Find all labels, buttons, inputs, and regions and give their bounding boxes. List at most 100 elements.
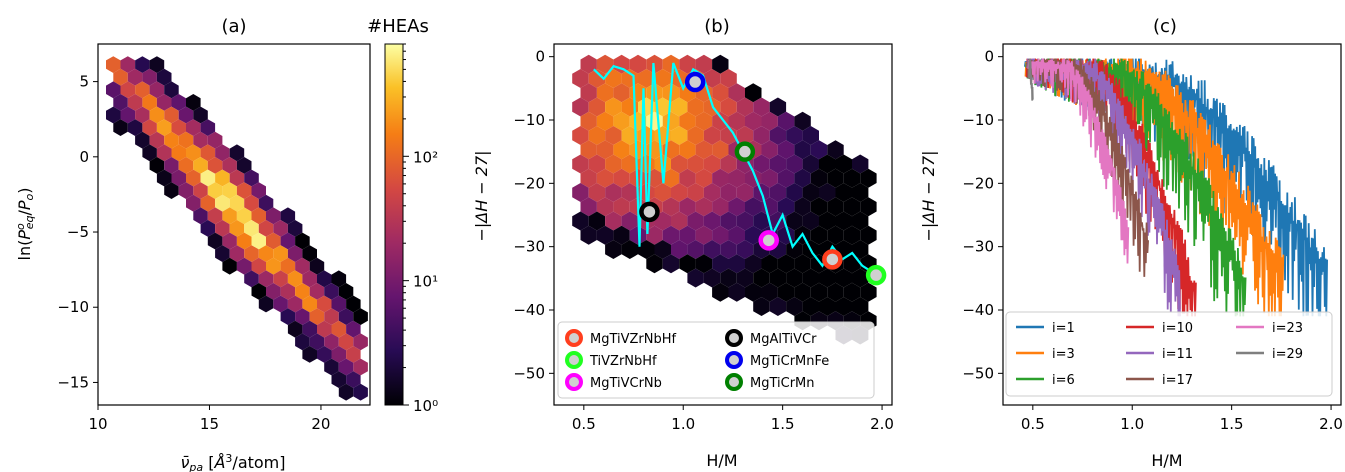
panel-c-frame (1002, 43, 1342, 406)
hexbin-cell (229, 245, 245, 262)
legend-marker (725, 373, 743, 391)
hexbin-cell (309, 283, 325, 300)
hexbin-cell (819, 154, 836, 174)
hexbin-cell (810, 225, 828, 245)
hexbin-cell (753, 297, 770, 316)
hexbin-cell (745, 111, 762, 131)
hexbin-cell (135, 81, 150, 99)
hexbin-cell (280, 207, 296, 225)
hexbin-cell (745, 197, 762, 217)
hexbin-cell (720, 69, 737, 88)
hexbin-cell (273, 220, 288, 237)
colorbar-title: #HEAs (367, 16, 429, 37)
hexbin-cell (200, 220, 216, 237)
hexbin-cell (802, 126, 819, 145)
hexbin-cell (251, 182, 266, 199)
hexbin-cell (171, 94, 186, 111)
hexbin-cell (638, 240, 655, 259)
hexbin-cell (827, 140, 844, 160)
legend-label: i=3 (1052, 347, 1075, 362)
hexbin-cell (186, 194, 201, 212)
series-line (1027, 58, 1130, 264)
legend-label: TiVZrNbHf (589, 354, 657, 369)
hexbin-cell (860, 168, 877, 188)
panel-c-ticks: 0.5 1.0 1.5 2.0 0 −10 −20 −30 −40 −50 (962, 48, 1343, 433)
hexbin-cell (149, 106, 165, 124)
hexbin-cell (736, 97, 754, 117)
legend-box (557, 321, 875, 399)
hexbin-cell (852, 240, 869, 259)
hexbin-cell (843, 197, 861, 217)
hexbin-cell (786, 268, 803, 288)
legend-marker (725, 329, 743, 347)
x-tick-label: 10 (88, 415, 107, 433)
legend-label: i=1 (1052, 321, 1075, 336)
hexbin-cell (580, 54, 597, 74)
hexbin-cell (794, 168, 811, 188)
hexbin-cell (860, 225, 877, 245)
hexbin-cell (712, 54, 729, 74)
hexbin-cell (819, 183, 836, 202)
hexbin-cell (120, 81, 136, 99)
hexbin-cell (810, 140, 828, 160)
hexbin-cell (703, 183, 721, 202)
y-tick-label: −15 (57, 373, 89, 391)
hexbin-cell (621, 240, 638, 259)
hexbin-cell (215, 144, 230, 162)
hexbin-cell (287, 220, 303, 237)
hexbin-cell (331, 295, 347, 313)
marker-ring (734, 141, 756, 162)
hexbin-cell (827, 282, 844, 302)
hexbin-cell (777, 197, 795, 217)
hexbin-cell (596, 54, 614, 74)
hexbin-cell (671, 240, 688, 259)
hexbin-cell (295, 308, 310, 325)
hexbin-cell (331, 371, 347, 388)
hexbin-cell (236, 232, 252, 250)
hexbin-cell (295, 333, 310, 351)
hexbin-cell (273, 245, 288, 262)
legend-label: MgAlTiVCr (750, 332, 817, 347)
hexbin-cell (671, 183, 688, 202)
hexbin-cell (843, 168, 861, 188)
hexbin-cell (273, 270, 288, 288)
hexbin-cell (193, 106, 208, 124)
x-tick-label: 15 (200, 415, 219, 433)
hexbin-cell (679, 168, 696, 188)
hexbin-cell (736, 126, 754, 145)
hexbin-cell (244, 270, 259, 288)
hexbin-cell (646, 83, 663, 103)
hexbin-cell (605, 69, 622, 88)
hexbin-cell (794, 254, 811, 274)
hexbin-cell (761, 197, 778, 217)
x-tick-label: 1.0 (671, 415, 695, 433)
hexbin-cell (178, 157, 194, 174)
hexbin-cell (309, 257, 325, 275)
hexbin-cell (353, 333, 368, 351)
hexbin-cell (687, 268, 704, 288)
hexbin-cell (662, 168, 680, 188)
hexbin-cell (317, 346, 332, 363)
y-tick-label: −10 (962, 111, 994, 129)
panel-b-frame (553, 43, 893, 406)
hexbin-cell (695, 254, 713, 274)
y-tick-label: −20 (513, 174, 545, 192)
hexbin-cell (720, 268, 737, 288)
y-tick-label: 5 (79, 73, 89, 91)
hexbin-cell (819, 297, 836, 316)
hexbin-cell (703, 69, 721, 88)
hexbin-cell (178, 182, 194, 199)
hexbin-cell (287, 295, 303, 313)
hexbin-cell (324, 333, 339, 351)
hexbin-cell (753, 97, 770, 117)
hexbin-cell (802, 297, 819, 316)
y-tick-label: −40 (962, 301, 994, 319)
composition-markers (639, 71, 887, 286)
y-tick-label: −10 (57, 298, 89, 316)
hexbin-cell (222, 157, 237, 174)
hexbin-cell (613, 83, 630, 103)
hexbin-cell (229, 169, 245, 187)
hexbin-cell (588, 154, 606, 174)
hexbin-cell (753, 154, 770, 174)
hexbin-cell (703, 268, 721, 288)
